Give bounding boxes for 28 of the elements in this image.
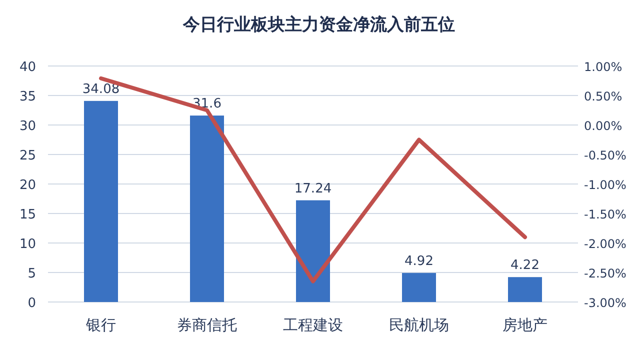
data-label: 4.22 [510, 258, 540, 274]
title: 今日行业板块主力资金净流入前五位 [183, 15, 455, 35]
xtick: 银行 [86, 316, 116, 334]
xtick: 房地产 [502, 316, 548, 334]
xtick: 券商信托 [177, 316, 237, 334]
ytick: 10 [19, 237, 36, 252]
ytick: 40 [19, 60, 36, 75]
y2tick: -2.00% [584, 237, 626, 251]
ytick: 5 [28, 266, 36, 282]
y2tick: -2.50% [584, 266, 626, 280]
xtick: 工程建设 [283, 316, 343, 334]
y2tick: -1.50% [584, 208, 626, 222]
data-label: 17.24 [294, 181, 332, 196]
y2tick: -3.00% [584, 296, 626, 310]
data-label: 4.92 [404, 254, 434, 269]
ytick: 25 [19, 148, 36, 164]
y2tick: 0.50% [584, 90, 622, 104]
y2tick: 0.00% [584, 119, 622, 133]
ytick: 0 [28, 296, 36, 311]
ytick: 15 [19, 208, 36, 222]
ytick: 20 [19, 178, 36, 193]
y2tick: 1.00% [584, 60, 622, 74]
y2tick: -1.00% [584, 178, 626, 192]
xtick: 民航机场 [389, 316, 449, 334]
data-label: 34.08 [82, 82, 120, 97]
ytick: 30 [19, 119, 36, 134]
y2tick: -0.50% [584, 148, 626, 162]
ytick: 35 [19, 90, 36, 104]
